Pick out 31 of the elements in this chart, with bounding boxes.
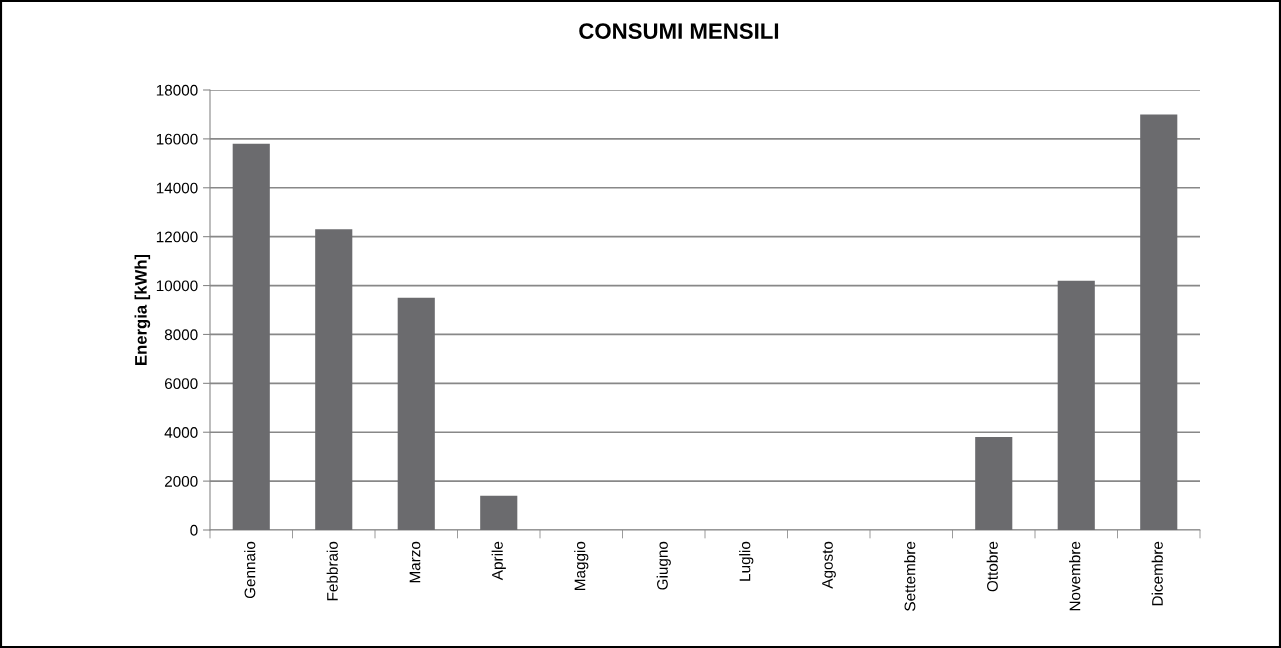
x-tick-label: Settembre bbox=[904, 541, 916, 611]
bar bbox=[397, 297, 435, 530]
x-tick-label: Gennaio bbox=[244, 541, 256, 599]
x-tick-label: Aprile bbox=[491, 541, 506, 581]
y-tick-label: 8000 bbox=[164, 329, 198, 341]
x-tick-label: Febbraio bbox=[326, 541, 338, 601]
y-tick-label: 12000 bbox=[156, 231, 198, 243]
y-tick-label: 2000 bbox=[164, 475, 198, 487]
y-tick-label: 4000 bbox=[164, 427, 198, 438]
y-tick-label: 18000 bbox=[156, 84, 198, 96]
x-tick-label: Ottobre bbox=[986, 541, 998, 592]
x-tick-label: Novembre bbox=[1069, 541, 1081, 611]
bar bbox=[975, 437, 1013, 530]
y-tick-label: 10000 bbox=[156, 280, 198, 292]
x-tick-label: Giugno bbox=[656, 541, 671, 590]
y-tick-label: 0 bbox=[190, 524, 198, 536]
bar bbox=[1140, 114, 1178, 530]
y-axis-title: Energia [kWh] bbox=[134, 254, 151, 365]
x-tick-label: Maggio bbox=[574, 541, 589, 590]
x-tick-label: Agosto bbox=[822, 541, 836, 589]
chart-title: CONSUMI MENSILI bbox=[579, 23, 779, 39]
y-tick-label: 14000 bbox=[156, 182, 198, 194]
x-tick-label: Dicembre bbox=[1151, 541, 1163, 606]
bar bbox=[315, 229, 353, 530]
x-tick-label: Marzo bbox=[409, 541, 421, 583]
bar bbox=[1057, 280, 1095, 530]
y-tick-label: 6000 bbox=[164, 378, 198, 390]
x-tick-label: Luglio bbox=[739, 541, 754, 581]
y-tick-label: 16000 bbox=[156, 133, 198, 145]
bar bbox=[480, 495, 518, 530]
bar bbox=[232, 143, 270, 530]
